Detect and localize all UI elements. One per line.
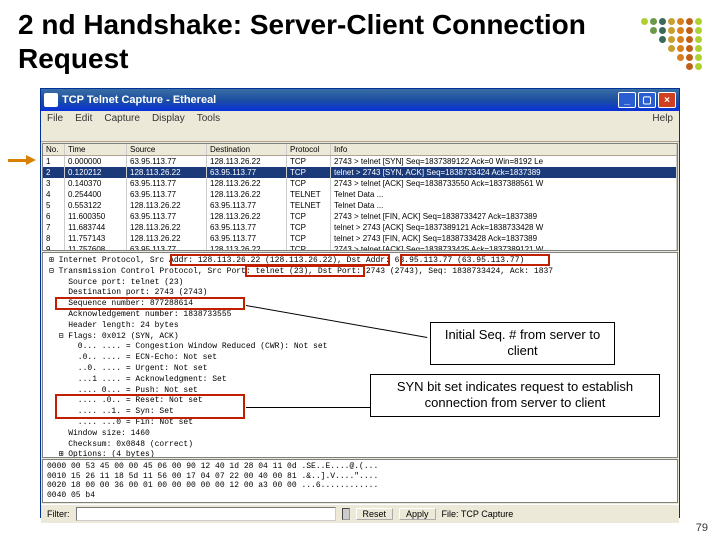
packet-row[interactable]: 611.60035063.95.113.77128.113.26.22TCP27… xyxy=(43,211,677,222)
col-info[interactable]: Info xyxy=(331,144,677,155)
toolbar xyxy=(41,126,679,142)
page-number: 79 xyxy=(696,522,708,534)
decor-dots xyxy=(612,18,702,72)
hex-line: 0000 00 53 45 00 00 45 06 00 90 12 40 1d… xyxy=(47,462,673,472)
menu-capture[interactable]: Capture xyxy=(104,113,140,124)
detail-line[interactable]: Checksum: 0x0848 (correct) xyxy=(49,440,671,451)
menu-tools[interactable]: Tools xyxy=(197,113,220,124)
detail-line[interactable]: .... ...0 = Fin: Not set xyxy=(49,418,671,429)
filter-input[interactable] xyxy=(76,507,336,521)
status-text: File: TCP Capture xyxy=(442,509,514,519)
filter-label: Filter: xyxy=(47,509,70,519)
close-button[interactable]: × xyxy=(658,92,676,108)
status-bar: Filter: Reset Apply File: TCP Capture xyxy=(41,504,679,523)
menu-edit[interactable]: Edit xyxy=(75,113,92,124)
detail-line[interactable]: Sequence number: 877288614 xyxy=(49,299,671,310)
detail-line[interactable]: ⊞ Internet Protocol, Src Addr: 128.113.2… xyxy=(49,256,671,267)
packet-list-pane[interactable]: No.TimeSourceDestinationProtocolInfo 10.… xyxy=(42,143,678,251)
hex-line: 0040 05 b4 xyxy=(47,491,673,501)
packet-row[interactable]: 50.553122128.113.26.2263.95.113.77TELNET… xyxy=(43,200,677,211)
hex-pane[interactable]: 0000 00 53 45 00 00 45 06 00 90 12 40 1d… xyxy=(42,459,678,503)
menu-bar: File Edit Capture Display Tools Help xyxy=(41,111,679,126)
app-icon xyxy=(44,93,58,107)
menu-help[interactable]: Help xyxy=(652,113,673,124)
packet-row[interactable]: 811.757143128.113.26.2263.95.113.77TCPte… xyxy=(43,233,677,244)
detail-line[interactable]: ⊞ Options: (4 bytes) xyxy=(49,450,671,458)
packet-row[interactable]: 20.120212128.113.26.2263.95.113.77TCPtel… xyxy=(43,167,677,178)
slide-title: 2 nd Handshake: Server-Client Connection… xyxy=(18,8,702,75)
maximize-button[interactable]: ▢ xyxy=(638,92,656,108)
packet-row[interactable]: 40.25440063.95.113.77128.113.26.22TELNET… xyxy=(43,189,677,200)
menu-file[interactable]: File xyxy=(47,113,63,124)
callout-seq: Initial Seq. # from server to client xyxy=(430,322,615,365)
col-source[interactable]: Source xyxy=(127,144,207,155)
detail-line[interactable]: Source port: telnet (23) xyxy=(49,278,671,289)
col-protocol[interactable]: Protocol xyxy=(287,144,331,155)
detail-line[interactable]: Destination port: 2743 (2743) xyxy=(49,288,671,299)
packet-row[interactable]: 711.683744128.113.26.2263.95.113.77TCPte… xyxy=(43,222,677,233)
menu-display[interactable]: Display xyxy=(152,113,185,124)
hex-line: 0020 18 00 00 36 00 01 00 00 00 00 00 12… xyxy=(47,481,673,491)
window-title: TCP Telnet Capture - Ethereal xyxy=(62,94,216,106)
minimize-button[interactable]: _ xyxy=(618,92,636,108)
col-no[interactable]: No. xyxy=(43,144,65,155)
packet-row[interactable]: 30.14037063.95.113.77128.113.26.22TCP274… xyxy=(43,178,677,189)
detail-line[interactable]: Acknowledgement number: 1838733555 xyxy=(49,310,671,321)
packet-row[interactable]: 911.75760863.95.113.77128.113.26.22TCP27… xyxy=(43,244,677,251)
col-time[interactable]: Time xyxy=(65,144,127,155)
packet-row[interactable]: 10.00000063.95.113.77128.113.26.22TCP274… xyxy=(43,156,677,167)
pointer-arrow xyxy=(8,155,38,165)
ethereal-window: TCP Telnet Capture - Ethereal _ ▢ × File… xyxy=(40,88,680,518)
filter-dropdown[interactable] xyxy=(342,508,350,520)
detail-line[interactable]: Window size: 1460 xyxy=(49,429,671,440)
callout-syn-line xyxy=(246,407,370,408)
hex-line: 0010 15 26 11 18 5d 11 56 00 17 04 07 22… xyxy=(47,472,673,482)
col-destination[interactable]: Destination xyxy=(207,144,287,155)
callout-syn: SYN bit set indicates request to establi… xyxy=(370,374,660,417)
apply-button[interactable]: Apply xyxy=(399,508,436,520)
reset-button[interactable]: Reset xyxy=(356,508,394,520)
window-titlebar[interactable]: TCP Telnet Capture - Ethereal _ ▢ × xyxy=(41,89,679,111)
detail-line[interactable]: ⊟ Transmission Control Protocol, Src Por… xyxy=(49,267,671,278)
